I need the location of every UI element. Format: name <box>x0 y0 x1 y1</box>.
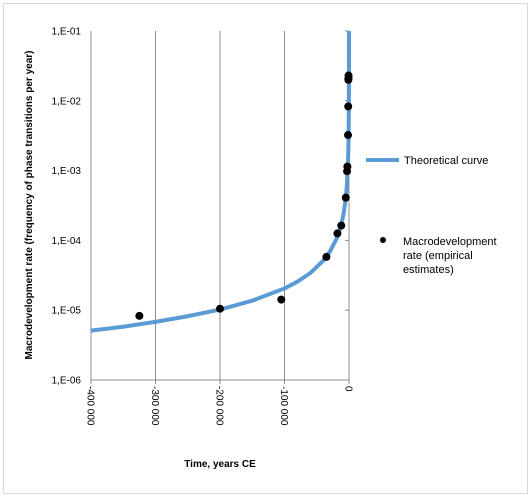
empirical-point-8 <box>343 162 352 171</box>
empirical-point-1 <box>216 304 224 313</box>
empirical-point-6 <box>341 193 350 202</box>
y-tick-label-4: 1,E-02 <box>52 96 82 107</box>
empirical-point-13 <box>344 71 353 80</box>
empirical-point-3 <box>322 252 331 261</box>
legend-label-empirical: Macrodevelopment rate (empirical estimates… <box>403 236 497 276</box>
x-tick-labels: -400 000 -300 000 -200 000 -100 000 0 <box>85 386 354 426</box>
theoretical-curve-line <box>90 30 351 333</box>
legend: Theoretical curve Macrodevelopment rate (e… <box>366 155 497 276</box>
y-axis-title: Macrodevelopment rate (frequency of phas… <box>24 51 35 360</box>
x-tick-label-4: 0 <box>343 386 354 392</box>
theoretical-curve-series <box>90 30 351 333</box>
empirical-point-10 <box>344 102 353 111</box>
y-tick-labels: 1,E-06 1,E-05 1,E-04 1,E-03 1,E-02 1,E-01 <box>52 27 82 387</box>
empirical-point-0 <box>135 311 144 320</box>
y-tick-label-5: 1,E-01 <box>52 27 82 38</box>
legend-label-theoretical: Theoretical curve <box>404 155 488 167</box>
empirical-point-2 <box>277 295 286 304</box>
x-tick-label-3: -100 000 <box>278 386 289 426</box>
y-tick-label-1: 1,E-05 <box>52 306 82 317</box>
empirical-points-series <box>135 71 353 320</box>
x-tick-label-0: -400 000 <box>85 386 96 426</box>
empirical-point-4 <box>333 229 342 238</box>
y-tick-label-3: 1,E-03 <box>52 166 82 177</box>
empirical-point-9 <box>344 131 353 140</box>
legend-swatch-empirical <box>380 237 386 243</box>
x-axis-title: Time, years CE <box>184 459 256 470</box>
x-tick-label-2: -200 000 <box>214 386 225 426</box>
y-tick-label-2: 1,E-04 <box>52 236 82 247</box>
empirical-point-5 <box>337 221 346 230</box>
x-tick-label-1: -300 000 <box>149 386 160 426</box>
y-tick-label-0: 1,E-06 <box>52 376 82 387</box>
